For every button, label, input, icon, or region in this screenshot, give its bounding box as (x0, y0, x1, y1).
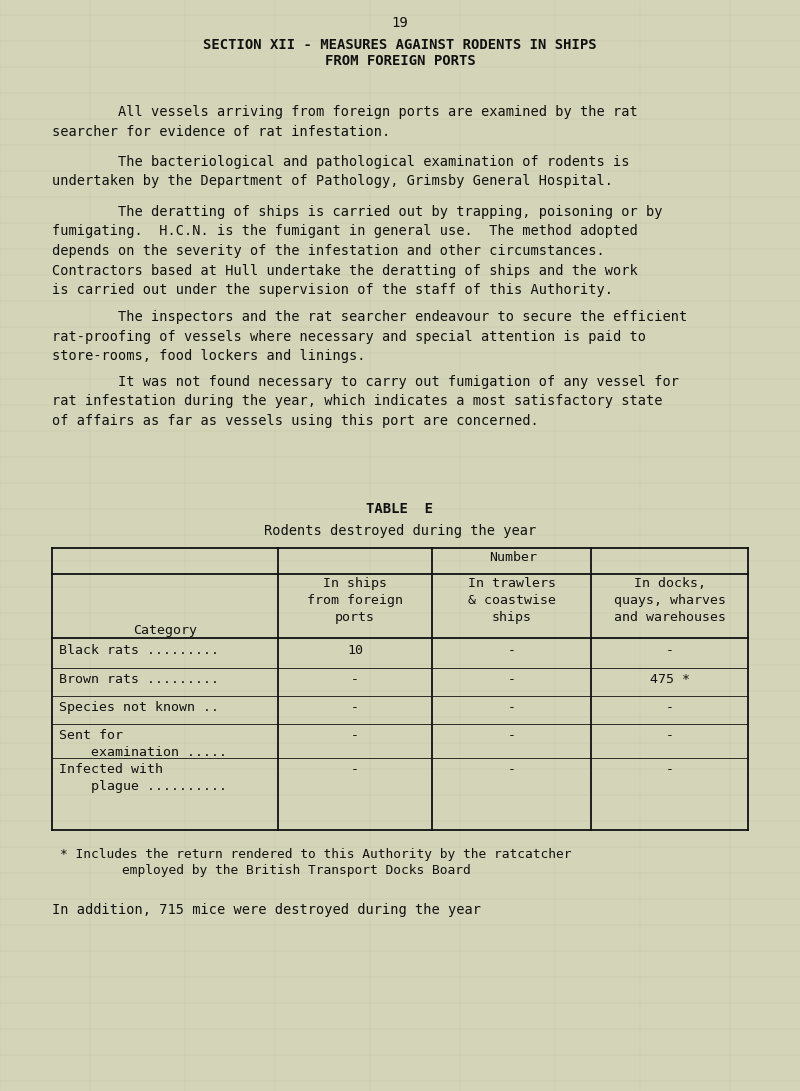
Text: -: - (666, 729, 674, 742)
Text: -: - (666, 763, 674, 776)
Text: In addition, 715 mice were destroyed during the year: In addition, 715 mice were destroyed dur… (52, 903, 481, 918)
Text: Category: Category (133, 624, 197, 637)
Text: -: - (351, 673, 359, 686)
Text: 10: 10 (347, 644, 363, 657)
Text: Sent for
    examination .....: Sent for examination ..... (59, 729, 227, 759)
Text: -: - (351, 702, 359, 714)
Text: In trawlers
& coastwise
ships: In trawlers & coastwise ships (467, 577, 555, 624)
Text: -: - (507, 763, 515, 776)
Text: TABLE  E: TABLE E (366, 502, 434, 516)
Text: The deratting of ships is carried out by trapping, poisoning or by
fumigating.  : The deratting of ships is carried out by… (52, 205, 662, 297)
Text: -: - (507, 673, 515, 686)
Text: Rodents destroyed during the year: Rodents destroyed during the year (264, 524, 536, 538)
Text: It was not found necessary to carry out fumigation of any vessel for
rat infesta: It was not found necessary to carry out … (52, 375, 679, 428)
Text: All vessels arriving from foreign ports are examined by the rat
searcher for evi: All vessels arriving from foreign ports … (52, 105, 638, 139)
Text: 475 *: 475 * (650, 673, 690, 686)
Text: The bacteriological and pathological examination of rodents is
undertaken by the: The bacteriological and pathological exa… (52, 155, 630, 189)
Text: -: - (666, 702, 674, 714)
Text: 19: 19 (392, 16, 408, 29)
Text: In ships
from foreign
ports: In ships from foreign ports (307, 577, 403, 624)
Text: -: - (351, 763, 359, 776)
Text: -: - (507, 702, 515, 714)
Text: -: - (507, 729, 515, 742)
Text: Species not known ..: Species not known .. (59, 702, 219, 714)
Text: -: - (351, 729, 359, 742)
Text: Brown rats .........: Brown rats ......... (59, 673, 219, 686)
Text: Black rats .........: Black rats ......... (59, 644, 219, 657)
Text: SECTION XII - MEASURES AGAINST RODENTS IN SHIPS: SECTION XII - MEASURES AGAINST RODENTS I… (203, 38, 597, 52)
Text: -: - (507, 644, 515, 657)
Text: The inspectors and the rat searcher endeavour to secure the efficient
rat-proofi: The inspectors and the rat searcher ende… (52, 310, 687, 363)
Text: employed by the British Transport Docks Board: employed by the British Transport Docks … (60, 864, 470, 877)
Text: -: - (666, 644, 674, 657)
Text: Infected with
    plague ..........: Infected with plague .......... (59, 763, 227, 793)
Text: In docks,
quays, wharves
and warehouses: In docks, quays, wharves and warehouses (614, 577, 726, 624)
Text: Number: Number (489, 551, 537, 564)
Text: FROM FOREIGN PORTS: FROM FOREIGN PORTS (325, 53, 475, 68)
Text: * Includes the return rendered to this Authority by the ratcatcher: * Includes the return rendered to this A… (60, 848, 571, 861)
